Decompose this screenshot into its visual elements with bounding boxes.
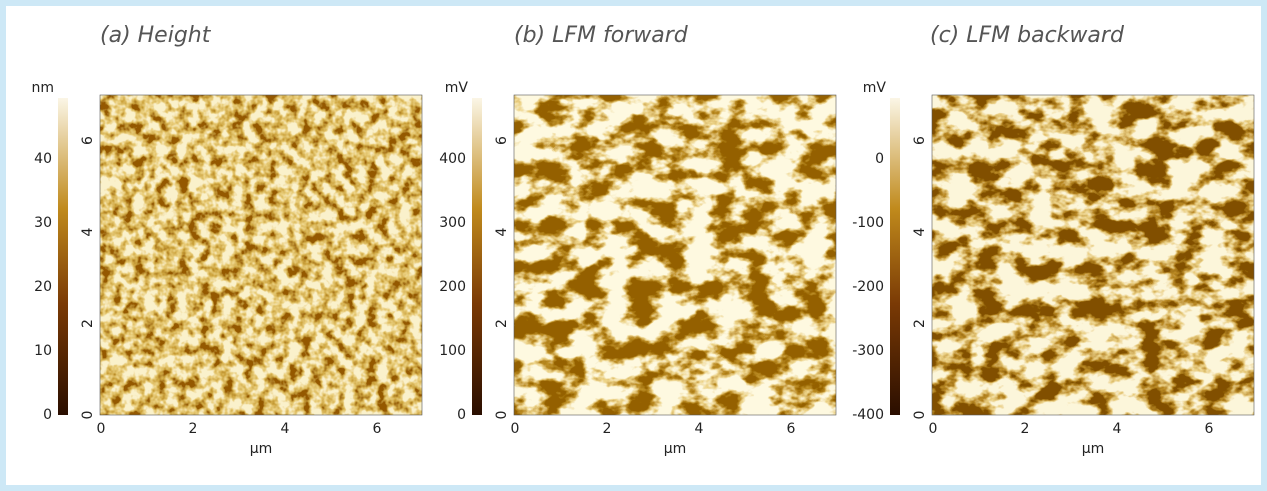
- x-tick-label: 2: [189, 421, 198, 437]
- figure: (a) Heightnm01020304002460246μm(b) LFM f…: [0, 0, 1267, 491]
- y-tick-label: 2: [912, 319, 928, 328]
- colorbar-tick-label: 0: [875, 151, 884, 167]
- x-tick-label: 4: [1113, 421, 1122, 437]
- x-tick-label: 4: [281, 421, 290, 437]
- panel-title: (a) Height: [100, 23, 212, 48]
- colorbar: [890, 98, 900, 415]
- y-tick-label: 6: [80, 136, 96, 145]
- x-tick-label: 4: [695, 421, 704, 437]
- y-tick-label: 2: [80, 319, 96, 328]
- y-tick-label: 0: [494, 411, 510, 420]
- x-tick-label: 2: [603, 421, 612, 437]
- y-tick-label: 4: [912, 227, 928, 236]
- colorbar-tick-label: -400: [852, 407, 884, 423]
- y-tick-label: 0: [912, 411, 928, 420]
- colorbar-tick-label: 400: [439, 151, 466, 167]
- colorbar-unit: mV: [445, 80, 469, 96]
- colorbar-tick-label: 300: [439, 215, 466, 231]
- colorbar: [58, 98, 68, 415]
- colorbar-tick-label: -300: [852, 343, 884, 359]
- panel-title: (b) LFM forward: [514, 23, 689, 48]
- y-tick-label: 2: [494, 319, 510, 328]
- afm-image: [100, 95, 422, 415]
- y-tick-label: 4: [80, 227, 96, 236]
- x-tick-label: 0: [511, 421, 520, 437]
- colorbar-tick-label: 200: [439, 279, 466, 295]
- colorbar-unit: mV: [863, 80, 887, 96]
- y-tick-label: 0: [80, 411, 96, 420]
- colorbar-tick-label: 0: [457, 407, 466, 423]
- colorbar-unit: nm: [31, 80, 54, 96]
- y-tick-label: 6: [912, 136, 928, 145]
- colorbar-tick-label: -100: [852, 215, 884, 231]
- colorbar-tick-label: 40: [34, 151, 52, 167]
- afm-image: [932, 95, 1254, 415]
- panel-title: (c) LFM backward: [930, 23, 1125, 48]
- x-axis-label: μm: [1082, 441, 1105, 457]
- colorbar: [472, 98, 482, 415]
- colorbar-tick-label: 100: [439, 343, 466, 359]
- colorbar-tick-label: 20: [34, 279, 52, 295]
- x-tick-label: 6: [787, 421, 796, 437]
- x-tick-label: 6: [1205, 421, 1214, 437]
- x-axis-label: μm: [664, 441, 687, 457]
- colorbar-tick-label: 0: [43, 407, 52, 423]
- x-tick-label: 0: [97, 421, 106, 437]
- colorbar-tick-label: 10: [34, 343, 52, 359]
- y-tick-label: 4: [494, 227, 510, 236]
- afm-image: [514, 95, 836, 415]
- colorbar-tick-label: -200: [852, 279, 884, 295]
- y-tick-label: 6: [494, 136, 510, 145]
- x-tick-label: 2: [1021, 421, 1030, 437]
- colorbar-tick-label: 30: [34, 215, 52, 231]
- x-axis-label: μm: [250, 441, 273, 457]
- x-tick-label: 0: [929, 421, 938, 437]
- x-tick-label: 6: [373, 421, 382, 437]
